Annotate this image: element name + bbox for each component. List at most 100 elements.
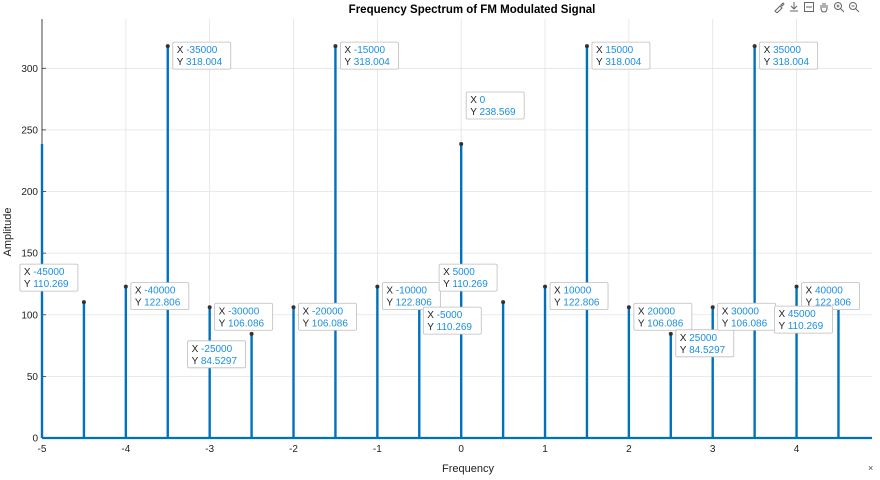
datatip: X 0Y 238.569 <box>465 91 525 120</box>
grid <box>41 19 872 439</box>
brush-icon[interactable] <box>772 0 785 13</box>
stem-marker <box>123 284 128 289</box>
x-tick-label: -2 <box>289 444 298 455</box>
datatip-x-text: X -35000 <box>177 45 218 56</box>
datatip-y-text: Y 318.004 <box>344 57 390 68</box>
datatip-y-value: 110.269 <box>33 279 69 290</box>
axes-toolbar <box>772 0 860 13</box>
x-axis-label: Frequency <box>442 463 494 475</box>
datatip-y-value: 110.269 <box>452 279 488 290</box>
y-axis-label: Amplitude <box>2 208 14 257</box>
export-icon[interactable] <box>787 0 800 13</box>
chart-title: Frequency Spectrum of FM Modulated Signa… <box>349 4 596 16</box>
stem-marker <box>626 305 631 310</box>
datatip-x-value: -45000 <box>33 267 65 278</box>
datatip-y-text: Y 122.806 <box>386 298 432 309</box>
datatip-x-text: X -40000 <box>135 286 176 297</box>
x-tick-label: 1 <box>542 444 548 455</box>
datatip-x-value: -20000 <box>312 306 344 317</box>
datatip-y-value: 106.086 <box>647 318 684 329</box>
datatip-x-text: X -5000 <box>427 310 462 321</box>
datatip-x-value: 25000 <box>689 333 717 344</box>
datatip-y-value: 106.086 <box>228 318 265 329</box>
plot-area <box>42 19 872 438</box>
x-exponent-label: × <box>868 463 873 473</box>
x-tick-label: 3 <box>710 444 716 455</box>
x-tick-label: -5 <box>38 444 47 455</box>
datatip-y-value: 110.269 <box>788 321 824 332</box>
datatip-x-value: -25000 <box>201 344 233 355</box>
zoom-out-icon[interactable] <box>847 0 860 13</box>
datatip-y-value: 122.806 <box>144 298 181 309</box>
stem-marker <box>375 284 380 289</box>
datatip-x-text: X 35000 <box>764 45 802 56</box>
datatip-box <box>172 41 232 70</box>
stem-marker <box>207 305 212 310</box>
zoom-in-icon[interactable] <box>832 0 845 13</box>
pan-icon[interactable] <box>817 0 830 13</box>
datatip-y-value: 122.806 <box>563 298 600 309</box>
datatip-box <box>422 306 482 335</box>
x-tick-label: 0 <box>458 444 464 455</box>
datatip-y-value: 106.086 <box>731 318 768 329</box>
y-tick-label: 300 <box>21 64 38 75</box>
datatip-y-value: 106.086 <box>312 318 349 329</box>
x-tick-label: -4 <box>121 444 130 455</box>
datatip-box <box>774 305 833 334</box>
stem-marker <box>333 44 338 49</box>
stem-marker <box>459 141 464 146</box>
datatip-y-text: Y 106.086 <box>219 318 265 329</box>
datatip-y-value: 318.004 <box>354 57 391 68</box>
datatip-y-value: 122.806 <box>815 298 852 309</box>
datatip-box <box>549 282 609 311</box>
datatip-x-text: X 10000 <box>554 286 592 297</box>
datatip-x-value: -40000 <box>144 286 176 297</box>
datatip-y-text: Y 318.004 <box>596 57 642 68</box>
datatip-y-value: 238.569 <box>479 107 516 118</box>
datatip-box <box>340 41 399 70</box>
datatip-x-value: 40000 <box>815 286 843 297</box>
datatip-x-value: -5000 <box>437 310 463 321</box>
datatip-y-text: Y 110.269 <box>427 322 472 333</box>
stem-marker <box>81 300 86 305</box>
x-tick-label: -3 <box>205 444 214 455</box>
datatip-x-text: X -45000 <box>24 267 65 278</box>
datatip-x-text: X 30000 <box>722 306 760 317</box>
datatip-x-text: X 15000 <box>596 45 634 56</box>
datatip-icon[interactable] <box>802 0 815 13</box>
datatip-x-text: X -25000 <box>192 344 233 355</box>
datatip-y-value: 84.5297 <box>689 345 726 356</box>
datatip-box <box>591 41 651 70</box>
datatip-box <box>465 91 525 120</box>
datatip-x-value: -35000 <box>186 45 218 56</box>
y-tick-label: 150 <box>21 249 38 260</box>
stem-marker <box>752 44 757 49</box>
datatip-box <box>759 41 819 70</box>
datatip-x-text: X 20000 <box>638 306 676 317</box>
datatip-x-text: X -30000 <box>219 306 260 317</box>
datatip-y-text: Y 122.806 <box>135 298 181 309</box>
datatip-y-text: Y 106.086 <box>303 318 349 329</box>
stem-marker <box>501 300 506 305</box>
datatip-y-text: Y 110.269 <box>443 279 488 290</box>
datatip-box <box>187 340 246 369</box>
datatip-x-text: X 40000 <box>806 286 844 297</box>
datatip-box <box>19 263 79 292</box>
datatip-y-text: Y 238.569 <box>470 107 516 118</box>
datatip-y-value: 318.004 <box>773 57 810 68</box>
datatip-x-value: -10000 <box>396 286 428 297</box>
stem-marker <box>249 331 254 336</box>
datatip-y-text: Y 110.269 <box>24 279 69 290</box>
datatip-x-text: X -15000 <box>344 45 385 56</box>
